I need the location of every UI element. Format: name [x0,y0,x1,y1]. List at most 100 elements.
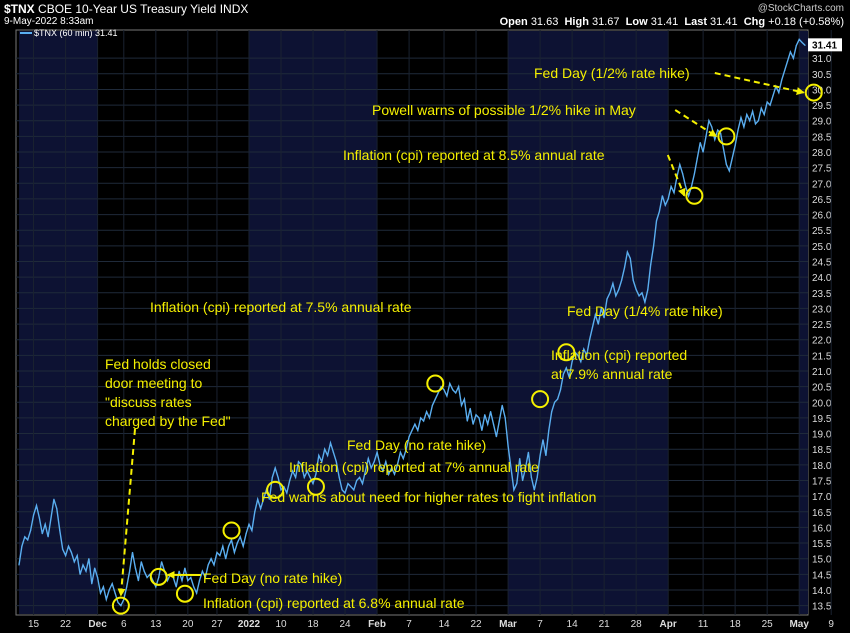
data-point [740,116,742,119]
data-point [70,551,72,554]
data-point [262,498,265,500]
data-point [408,436,410,438]
data-point [687,195,690,197]
data-point [449,382,451,385]
open-value: 31.63 [530,16,559,28]
annotation-circle [685,186,704,205]
data-point [737,129,739,131]
data-point [326,454,329,457]
data-point [155,586,157,588]
high-value: 31.67 [591,16,620,28]
data-point [350,486,352,488]
data-point [225,558,227,560]
data-point [248,523,250,525]
annotation-label: Fed Day (1/2% rate hike) [534,65,690,81]
data-point [344,492,346,494]
data-point [411,429,413,432]
data-point [591,326,594,328]
data-point [594,314,597,316]
data-point [88,558,90,560]
data-point [321,461,323,463]
data-point [292,470,294,472]
data-point [309,476,311,478]
data-point [475,414,477,416]
y-tick-label: 25.0 [812,242,832,253]
data-point [428,417,431,419]
data-point [85,570,87,572]
data-point [618,289,620,291]
data-point [699,142,701,144]
data-point [294,476,297,478]
data-point [300,464,302,466]
data-point [597,323,599,325]
data-point [702,151,704,153]
data-point [565,367,567,369]
y-tick-label: 17.5 [812,476,832,487]
data-point [213,564,215,566]
data-point [47,536,49,538]
y-tick-label: 27.0 [812,179,832,190]
data-point [722,148,725,150]
data-point [516,483,518,485]
data-point [571,361,573,363]
data-point [76,554,78,557]
data-point [260,508,262,510]
x-tick-label: 10 [275,619,287,630]
data-point [361,483,364,485]
annotation-circle [149,567,168,586]
data-point [487,423,489,425]
annotation-label: Inflation (cpi) reported at 8.5% annual … [343,147,605,163]
data-point [781,79,783,81]
x-tick-label: 18 [307,619,319,630]
data-point [632,279,634,281]
y-tick-label: 28.0 [812,148,832,159]
data-point [79,573,81,575]
data-point [102,586,105,588]
data-point [251,529,253,532]
data-point [30,529,32,532]
data-point [207,564,209,566]
y-tick-label: 29.0 [812,117,832,128]
data-point [56,508,58,510]
x-tick-label: Dec [88,619,107,630]
y-tick-label: 17.0 [812,492,832,503]
data-point [626,251,629,253]
data-point [274,467,276,469]
annotation-line: Fed warns about need for higher rates to… [261,489,596,505]
data-point [609,292,611,294]
data-point [455,392,457,394]
data-point [329,442,332,444]
annotation-arrow [714,72,805,95]
data-point [466,420,468,422]
data-point [714,138,716,141]
x-tick-label: 7 [537,619,543,630]
x-tick-label: 24 [339,619,351,630]
annotation-circle [804,83,823,102]
y-tick-label: 23.0 [812,304,832,315]
data-point [67,545,70,547]
data-point [50,517,52,519]
data-point [606,298,608,300]
data-point [216,551,218,554]
y-tick-label: 13.5 [812,602,832,613]
data-point [524,467,527,469]
y-tick-label: 19.0 [812,430,832,441]
data-point [198,579,201,582]
data-point [271,476,273,478]
data-point [519,457,521,460]
data-point [105,598,107,600]
annotation-line: Fed Day (no rate hike) [347,437,486,453]
x-tick-label: 22 [60,619,72,630]
annotation-label: Fed Day (no rate hike) [203,570,342,586]
data-point [711,126,713,128]
y-tick-label: 15.5 [812,539,832,550]
x-tick-label: 20 [182,619,194,630]
x-tick-label: 22 [470,619,482,630]
y-tick-label: 20.0 [812,398,832,409]
data-point [73,561,75,563]
data-point [117,601,119,604]
y-tick-label: 14.5 [812,570,832,581]
data-point [254,511,256,513]
data-point [172,576,174,579]
data-point [62,548,64,550]
